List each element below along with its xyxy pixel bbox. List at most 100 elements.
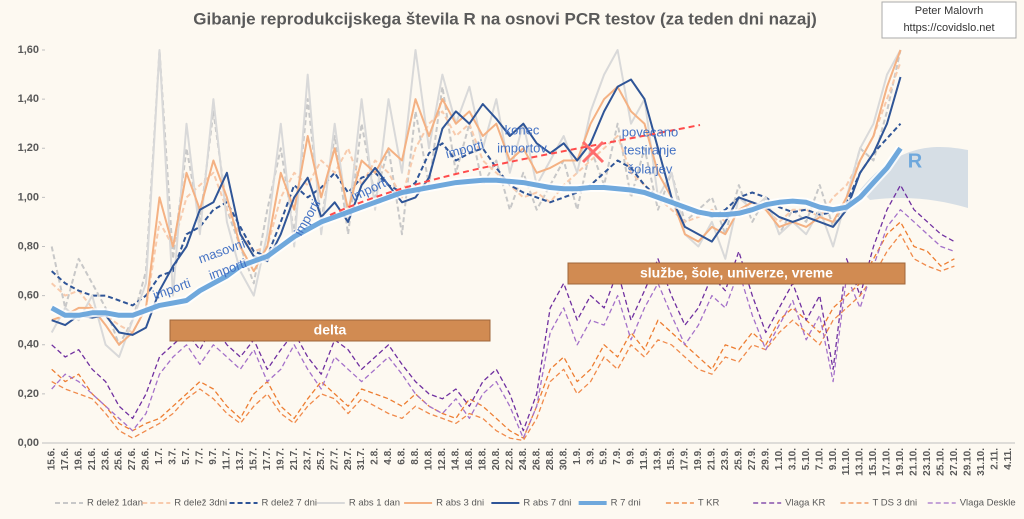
- x-tick-label: 20.8.: [491, 448, 502, 470]
- x-tick-label: 17.6.: [60, 448, 71, 470]
- x-tick-label: 9.9.: [626, 448, 637, 465]
- line: [51, 184, 955, 432]
- annotation: R: [908, 150, 923, 172]
- legend-label: R abs 1 dan: [349, 498, 400, 509]
- x-tick-label: 13.10.: [855, 448, 866, 476]
- x-tick-label: 5.7.: [181, 448, 192, 465]
- line: [51, 209, 955, 439]
- x-tick-label: 21.10.: [909, 448, 920, 476]
- x-tick-label: 23.7.: [302, 448, 313, 470]
- x-tick-label: 5.10.: [801, 448, 812, 470]
- x-tick-label: 21.6.: [87, 448, 98, 470]
- annotation: konec: [505, 122, 540, 137]
- x-tick-label: 9.7.: [208, 448, 219, 465]
- x-tick-label: 28.8.: [545, 448, 556, 470]
- x-tick-label: 2.11.: [989, 448, 1000, 470]
- legend-label: R abs 3 dni: [436, 498, 484, 509]
- y-tick-label: 0,80: [18, 240, 39, 252]
- x-tick-label: 17.9.: [680, 448, 691, 470]
- y-tick-label: 1,20: [18, 142, 39, 154]
- x-tick-label: 3.9.: [585, 448, 596, 465]
- credit-box: [881, 1, 1017, 39]
- y-tick-label: 0,20: [18, 388, 39, 400]
- x-tick-label: 3.10.: [787, 448, 798, 470]
- legend-label: R abs 7 dni: [523, 498, 571, 509]
- x-tick-label: 6.8.: [397, 448, 408, 465]
- x-tick-label: 11.9.: [639, 448, 650, 470]
- x-tick-label: 10.8.: [424, 448, 435, 470]
- x-tick-label: 23.10.: [922, 448, 933, 476]
- annotation: importov: [497, 140, 547, 155]
- x-tick-label: 17.7.: [262, 448, 273, 470]
- x-tick-label: 7.7.: [195, 448, 206, 465]
- period-band: [169, 319, 491, 342]
- x-tick-label: 15.9.: [666, 448, 677, 470]
- x-tick-label: 29.9.: [760, 448, 771, 470]
- x-tick-label: 15.10.: [868, 448, 879, 476]
- x-tick-label: 8.8.: [410, 448, 421, 465]
- x-tick-label: 13.9.: [653, 448, 664, 470]
- x-tick-label: 4.8.: [383, 448, 394, 465]
- chart-title: Gibanje reprodukcijskega števila R na os…: [193, 9, 817, 28]
- x-tick-label: 27.10.: [949, 448, 960, 476]
- plot: [49, 49, 955, 442]
- x-tick-label: 3.7.: [168, 448, 179, 465]
- credit: https://covidslo.net: [903, 22, 994, 34]
- line: [51, 123, 902, 307]
- line: [50, 146, 903, 318]
- x-tick-label: 11.10.: [841, 448, 852, 475]
- annotation: šolarjev: [628, 161, 673, 176]
- line: [51, 233, 955, 442]
- x-tick-label: 27.7.: [329, 448, 340, 470]
- y-tick-label: 1,60: [18, 44, 39, 56]
- annotation: povecano: [622, 124, 678, 139]
- credit: Peter Malovrh: [915, 5, 983, 17]
- y-tick-label: 1,00: [18, 191, 39, 203]
- x-tick-label: 22.8.: [504, 448, 515, 470]
- x-tick-label: 19.9.: [693, 448, 704, 470]
- x-tick-label: 31.10.: [976, 448, 987, 476]
- x-tick-label: 16.8.: [464, 448, 475, 470]
- x-tick-label: 7.9.: [612, 448, 623, 465]
- annotation: testiranje: [624, 142, 677, 157]
- x-tick-label: 25.6.: [114, 448, 125, 470]
- forecast-band: [860, 146, 968, 208]
- x-tick-label: 19.6.: [73, 448, 84, 470]
- legend-label: Vlaga Deskle: [960, 498, 1016, 509]
- period-band: [567, 262, 906, 285]
- x-tick-label: 15.7.: [248, 448, 259, 470]
- x-tick-label: 18.8.: [477, 448, 488, 470]
- x-tick-label: 17.10.: [882, 448, 893, 476]
- legend-label: R 7 dni: [611, 498, 641, 509]
- x-tick-label: 15.6.: [46, 448, 57, 470]
- x-tick-label: 23.9.: [720, 448, 731, 470]
- x-tick-label: 2.8.: [370, 448, 381, 465]
- x-tick-label: 5.9.: [599, 448, 610, 465]
- x-tick-label: 11.7.: [222, 448, 233, 470]
- x-tick-label: 25.10.: [936, 448, 947, 476]
- x-tick-label: 4.11.: [1003, 448, 1014, 470]
- line: [51, 221, 955, 439]
- legend-label: T DS 3 dni: [872, 498, 917, 509]
- x-tick-label: 13.7.: [235, 448, 246, 470]
- cross-mark: [581, 140, 605, 164]
- legend-label: T KR: [698, 498, 720, 509]
- x-tick-label: 1.10.: [774, 448, 785, 470]
- x-tick-label: 19.10.: [895, 448, 906, 476]
- legend-label: Vlaga KR: [785, 498, 825, 509]
- y-tick-label: 0,60: [18, 290, 39, 302]
- x-tick-label: 27.9.: [747, 448, 758, 470]
- x-tick-label: 1.9.: [572, 448, 583, 465]
- x-tick-label: 14.8.: [451, 448, 462, 470]
- x-tick-label: 31.7.: [356, 448, 367, 470]
- y-tick-label: 0,40: [18, 339, 39, 351]
- x-tick-label: 25.7.: [316, 448, 327, 470]
- period-label: službe, šole, univerze, vreme: [640, 265, 833, 281]
- x-tick-label: 7.10.: [814, 448, 825, 470]
- x-tick-label: 29.7.: [343, 448, 354, 470]
- x-tick-label: 25.9.: [733, 448, 744, 470]
- legend-label: R delež 7 dni: [262, 498, 317, 509]
- legend-label: R delež 3dni: [174, 498, 227, 509]
- x-tick-label: 30.8.: [558, 448, 569, 470]
- x-tick-label: 21.9.: [707, 448, 718, 470]
